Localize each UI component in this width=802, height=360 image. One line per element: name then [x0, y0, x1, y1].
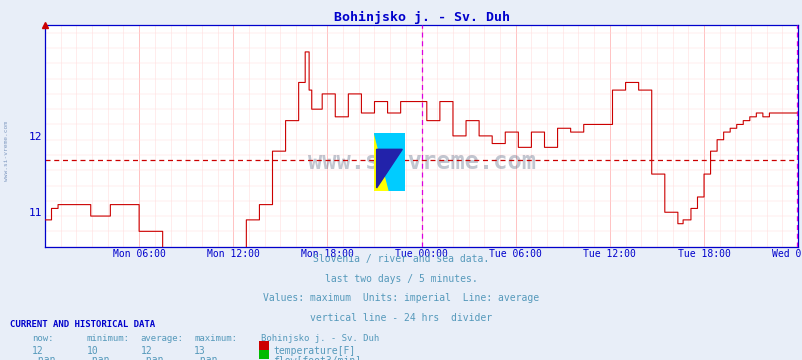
Text: 12: 12	[32, 346, 44, 356]
Text: maximum:: maximum:	[194, 334, 237, 343]
Text: now:: now:	[32, 334, 54, 343]
Text: -nan: -nan	[140, 355, 164, 360]
Text: Slovenia / river and sea data.: Slovenia / river and sea data.	[313, 254, 489, 264]
Text: Values: maximum  Units: imperial  Line: average: Values: maximum Units: imperial Line: av…	[263, 293, 539, 303]
Text: flow[foot3/min]: flow[foot3/min]	[273, 355, 361, 360]
Text: 10: 10	[87, 346, 99, 356]
Title: Bohinjsko j. - Sv. Duh: Bohinjsko j. - Sv. Duh	[333, 11, 509, 24]
Text: average:: average:	[140, 334, 184, 343]
Text: -nan: -nan	[32, 355, 55, 360]
Polygon shape	[374, 133, 389, 191]
Text: -nan: -nan	[194, 355, 217, 360]
Polygon shape	[374, 133, 404, 191]
Text: www.si-vreme.com: www.si-vreme.com	[4, 121, 9, 181]
Text: last two days / 5 minutes.: last two days / 5 minutes.	[325, 274, 477, 284]
Text: temperature[F]: temperature[F]	[273, 346, 354, 356]
Text: Bohinjsko j. - Sv. Duh: Bohinjsko j. - Sv. Duh	[261, 334, 379, 343]
Text: -nan: -nan	[87, 355, 110, 360]
Text: vertical line - 24 hrs  divider: vertical line - 24 hrs divider	[310, 313, 492, 323]
Polygon shape	[376, 149, 402, 188]
Text: 13: 13	[194, 346, 206, 356]
Text: 12: 12	[140, 346, 152, 356]
Text: www.si-vreme.com: www.si-vreme.com	[307, 150, 535, 175]
Text: CURRENT AND HISTORICAL DATA: CURRENT AND HISTORICAL DATA	[10, 320, 155, 329]
Text: minimum:: minimum:	[87, 334, 130, 343]
